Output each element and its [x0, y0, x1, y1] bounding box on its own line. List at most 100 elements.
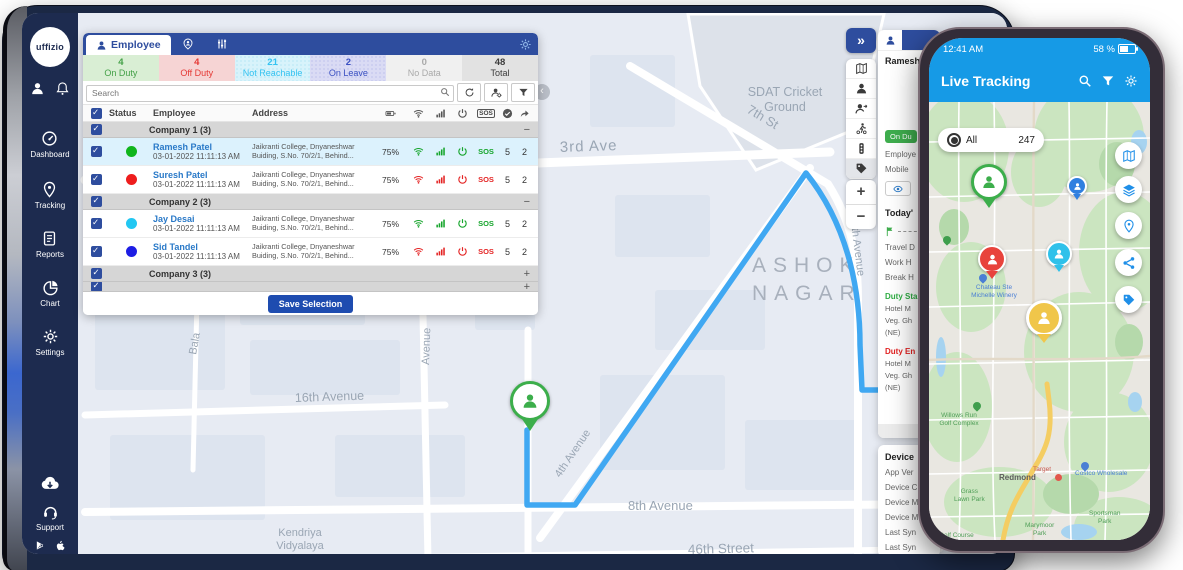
sos-badge[interactable]: SOS — [478, 247, 494, 256]
battery-icon — [1118, 44, 1138, 54]
battery-value: 75% — [381, 218, 399, 229]
user-settings-button[interactable] — [484, 83, 508, 102]
gear-icon — [519, 38, 532, 51]
row-checkbox[interactable] — [90, 217, 102, 229]
save-selection-button[interactable]: Save Selection — [267, 294, 354, 313]
panel-tabbar: Employee — [83, 33, 538, 55]
phone-map[interactable]: Chateau Ste Michelle Winery Willows Run … — [929, 102, 1150, 540]
google-play-icon[interactable] — [35, 540, 46, 551]
wifi-icon — [413, 108, 424, 119]
chip-off-duty[interactable]: 4 Off Duty — [158, 55, 235, 81]
sos-badge[interactable]: SOS — [478, 175, 494, 184]
row-datetime: 03-01-2022 11:11:13 AM — [153, 152, 240, 161]
group-row-company3[interactable]: Company 3 (3) + — [83, 266, 538, 282]
tab-employee[interactable]: Employee — [86, 35, 171, 55]
marker-off-duty[interactable] — [978, 245, 1006, 279]
group-checkbox[interactable] — [91, 282, 102, 291]
employee-view-button[interactable] — [846, 79, 876, 99]
expand-toggle[interactable]: + — [523, 282, 530, 292]
sidebar: uffizio Dashboard Tracking Reports Chart — [22, 13, 78, 554]
profile-icon[interactable] — [30, 81, 45, 96]
sidebar-item-settings[interactable]: Settings — [36, 328, 64, 357]
tab-filters[interactable] — [205, 33, 239, 55]
collapse-toggle[interactable]: − — [523, 123, 530, 136]
row-checkbox[interactable] — [90, 245, 102, 257]
sidebar-item-chart[interactable]: Chart — [40, 279, 60, 308]
share-employee-button[interactable] — [846, 99, 876, 119]
marker-blue[interactable] — [1067, 176, 1087, 200]
phone-mockup: 12:41 AM 58 % Live Tracking — [918, 27, 1165, 553]
panel-settings-button[interactable] — [512, 33, 538, 55]
marker-not-reachable[interactable] — [1046, 241, 1072, 272]
search-icon — [440, 87, 450, 97]
status-dot — [125, 174, 137, 185]
marker-on-leave[interactable] — [1026, 300, 1062, 343]
all-filter-pill[interactable]: All 247 — [938, 128, 1044, 152]
sidebar-item-reports[interactable]: Reports — [36, 230, 64, 259]
zoom-out-button[interactable]: − — [856, 208, 866, 225]
map-type-fab[interactable] — [1115, 142, 1142, 169]
panel-collapse-handle[interactable]: ‹ — [534, 84, 550, 100]
label-fab[interactable] — [1115, 286, 1142, 313]
employee-name-link[interactable]: Jay Desai — [153, 214, 195, 224]
employee-name-link[interactable]: Suresh Patel — [153, 170, 208, 180]
expand-toggle[interactable]: + — [523, 267, 530, 280]
group-checkbox[interactable] — [91, 267, 102, 279]
chip-on-leave[interactable]: 2 On Leave — [310, 55, 387, 81]
gear-icon[interactable] — [1124, 74, 1138, 88]
group-row-partial[interactable]: + — [83, 282, 538, 292]
chip-not-reachable[interactable]: 21 Not Reachable — [234, 55, 311, 81]
zoom-in-button[interactable]: + — [846, 180, 876, 205]
uffizio-logo[interactable]: uffizio — [30, 27, 70, 67]
location-fab[interactable] — [1115, 212, 1142, 239]
row-checkbox[interactable] — [90, 173, 102, 185]
poi-label-chateau: Chateau Ste Michelle Winery — [971, 284, 1017, 299]
employee-name-link[interactable]: Ramesh Patel — [153, 142, 213, 152]
label-toggle-button[interactable] — [846, 159, 876, 179]
chip-total[interactable]: 48 Total — [462, 55, 538, 81]
traffic-button[interactable] — [846, 139, 876, 159]
expand-panel-button[interactable]: » — [846, 28, 876, 53]
table-row-jay[interactable]: Jay Desai 03-01-2022 11:11:13 AM Jaikran… — [83, 210, 538, 238]
group-checkbox[interactable] — [91, 123, 102, 135]
table-row-ramesh[interactable]: Ramesh Patel 03-01-2022 11:11:13 AM Jaik… — [83, 138, 538, 166]
search-input[interactable] — [86, 84, 454, 102]
collapse-toggle[interactable]: − — [523, 195, 530, 208]
table-row-suresh[interactable]: Suresh Patel 03-01-2022 11:11:13 AM Jaik… — [83, 166, 538, 194]
view-details-button[interactable] — [885, 181, 911, 196]
apple-icon[interactable] — [55, 540, 66, 551]
marker-on-duty[interactable] — [971, 164, 1007, 208]
sos-badge[interactable]: SOS — [478, 147, 494, 156]
select-all-checkbox[interactable] — [90, 107, 102, 119]
chip-no-data[interactable]: 0 No Data — [386, 55, 463, 81]
chip-count: 21 — [267, 57, 278, 68]
tab-person-pin[interactable] — [171, 33, 205, 55]
chip-on-duty[interactable]: 4 On Duty — [83, 55, 159, 81]
map-zoom-controls: + − — [846, 180, 876, 229]
funnel-icon[interactable] — [1101, 74, 1115, 88]
refresh-button[interactable] — [457, 83, 481, 102]
notifications-bell-icon[interactable] — [55, 81, 70, 96]
table-row-sid[interactable]: Sid Tandel 03-01-2022 11:11:13 AM Jaikra… — [83, 238, 538, 266]
layers-fab[interactable] — [1115, 176, 1142, 203]
share-fab[interactable] — [1115, 249, 1142, 276]
search-icon[interactable] — [1078, 74, 1092, 88]
detail-tab-person[interactable] — [878, 30, 902, 50]
rider-view-button[interactable] — [846, 119, 876, 139]
sidebar-item-support[interactable]: Support — [36, 503, 64, 532]
filter-button[interactable] — [511, 83, 535, 102]
street-label: 46th Street — [688, 540, 755, 554]
group-row-company1[interactable]: Company 1 (3) − — [83, 122, 538, 138]
sidebar-item-tracking[interactable]: Tracking — [35, 181, 65, 210]
map-type-button[interactable] — [846, 59, 876, 79]
map-icon — [1122, 149, 1136, 163]
sos-badge[interactable]: SOS — [478, 219, 494, 228]
employee-name-link[interactable]: Sid Tandel — [153, 242, 198, 252]
signal-status-icon — [435, 246, 446, 257]
group-checkbox[interactable] — [91, 195, 102, 207]
sidebar-item-dashboard[interactable]: Dashboard — [30, 130, 70, 159]
row-checkbox[interactable] — [90, 145, 102, 157]
cloud-download-button[interactable] — [40, 473, 60, 493]
group-row-company2[interactable]: Company 2 (3) − — [83, 194, 538, 210]
employee-map-marker[interactable] — [510, 381, 550, 431]
